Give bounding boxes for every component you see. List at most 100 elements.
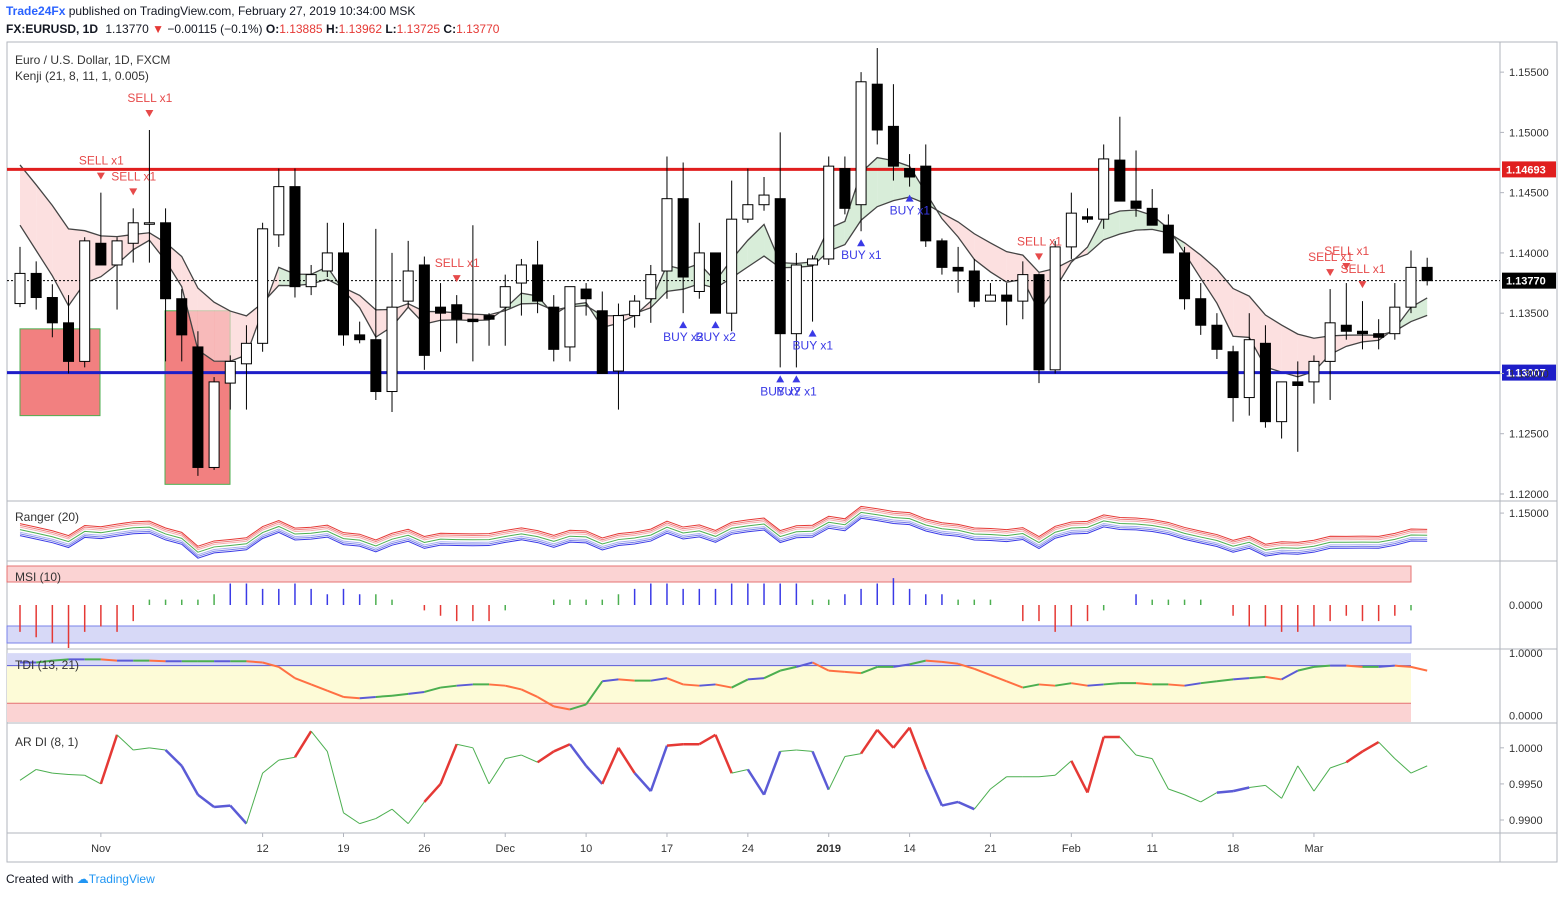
ardi-segment — [553, 743, 571, 753]
publish-header: Trade24Fx published on TradingView.com, … — [6, 4, 415, 18]
tdi-segment — [747, 677, 765, 681]
kenji-cloud — [36, 184, 53, 276]
ardi-segment — [423, 783, 442, 803]
ardi-segment — [1151, 758, 1169, 790]
tdi-segment — [488, 683, 506, 687]
sell-signal-label: SELL x1 — [79, 154, 124, 168]
ardi-segment — [536, 750, 555, 764]
price-tick-label: 1.13000 — [1509, 368, 1549, 380]
candle — [46, 297, 58, 324]
last-price-label: 1.13770 — [1506, 276, 1546, 288]
main-pane — [7, 48, 1556, 495]
tdi-segment — [893, 663, 910, 668]
tdi-segment — [1184, 682, 1201, 687]
tdi-segment — [1168, 683, 1185, 687]
candle — [1373, 333, 1385, 338]
tdi-segment — [715, 683, 732, 689]
buy-arrow-icon — [808, 329, 817, 337]
tdi-legend: TDI (13, 21) — [15, 658, 80, 672]
tdi-segment — [957, 662, 975, 670]
ardi-segment — [908, 727, 927, 770]
ardi-segment — [375, 808, 393, 819]
candle — [564, 286, 576, 348]
sell-arrow-icon — [129, 188, 138, 196]
ardi-segment — [84, 774, 102, 785]
kenji-cloud — [1281, 325, 1298, 377]
candle — [1098, 158, 1110, 220]
candle — [515, 264, 527, 284]
price-tick-label: 1.12500 — [1509, 429, 1549, 441]
kenji-cloud — [1184, 242, 1201, 279]
tdi-segment — [359, 695, 376, 700]
tdi-segment — [1071, 682, 1088, 687]
ardi-segment — [811, 750, 830, 791]
candle — [1082, 216, 1094, 220]
candle — [208, 381, 220, 468]
ardi-segment — [990, 776, 1007, 790]
created-with-label: Created with — [6, 872, 74, 886]
ranger-band-line — [19, 514, 1428, 556]
candle — [677, 198, 689, 278]
candle — [1162, 224, 1174, 254]
candle — [483, 315, 495, 320]
low-label: L: — [385, 22, 397, 36]
tdi-segment — [763, 669, 781, 680]
ardi-segment — [924, 768, 944, 807]
tdi-segment — [246, 660, 263, 664]
ranger-band-line — [19, 511, 1428, 553]
buy-signal-label: BUY x1 — [890, 204, 931, 218]
candle — [1114, 159, 1126, 202]
candle — [904, 168, 916, 178]
time-tick-label: 2019 — [816, 843, 840, 855]
level-price-tag — [1502, 161, 1556, 178]
tdi-segment — [424, 686, 441, 693]
tdi-segment — [941, 660, 959, 665]
candle — [30, 272, 42, 299]
ardi-segment — [1410, 765, 1428, 774]
ardi-segment — [359, 818, 376, 825]
tdi-segment — [375, 694, 393, 698]
sell-arrow-icon — [1358, 281, 1367, 289]
tdi-segment — [1103, 682, 1120, 686]
ardi-segment — [762, 750, 782, 796]
tdi-segment — [1006, 680, 1024, 689]
published-text: published on TradingView.com, February 2… — [68, 4, 416, 18]
kenji-cloud — [197, 288, 215, 362]
candle — [548, 306, 560, 350]
candle — [952, 266, 964, 272]
tdi-segment — [1022, 683, 1040, 689]
close-label: C: — [443, 22, 457, 36]
candle — [1065, 212, 1077, 248]
tdi-segment — [618, 678, 635, 682]
tdi-segment — [537, 696, 555, 708]
candle — [499, 286, 511, 308]
level-price-tag — [1502, 364, 1556, 381]
candle — [855, 81, 867, 206]
ardi-segment — [1119, 736, 1137, 756]
kenji-cloud — [747, 224, 765, 267]
tdi-segment — [1410, 665, 1428, 672]
tdi-segment — [408, 690, 425, 695]
msi-upper-band — [6, 565, 1412, 583]
candle — [710, 252, 721, 314]
candle — [273, 186, 285, 236]
tradingview-link[interactable]: TradingView — [88, 872, 155, 886]
ranger-tick-label: 1.15000 — [1509, 508, 1549, 520]
ranger-legend: Ranger (20) — [15, 510, 80, 524]
candle — [1049, 246, 1061, 371]
kenji-cloud — [1119, 210, 1137, 234]
tdi-segment — [326, 689, 344, 698]
msi-tick-label: 0.0000 — [1509, 600, 1543, 612]
sell-arrow-icon — [1326, 269, 1335, 277]
candle — [240, 342, 252, 365]
tdi-segment — [1297, 665, 1315, 672]
ardi-segment — [1361, 740, 1380, 753]
kenji-cloud — [1087, 216, 1104, 255]
publisher-name[interactable]: Trade24Fx — [6, 4, 66, 18]
ardi-pane — [19, 726, 1504, 825]
time-tick-label: Mar — [1304, 843, 1323, 855]
chart-frame — [6, 41, 1558, 863]
tdi-segment — [844, 670, 862, 675]
kenji-cloud — [214, 302, 231, 362]
